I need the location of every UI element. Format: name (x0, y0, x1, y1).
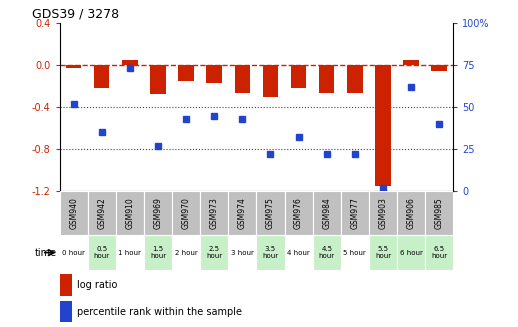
Text: GSM976: GSM976 (294, 198, 303, 229)
Bar (347, 65, 363, 94)
Bar (397, 191, 425, 235)
Bar (60, 301, 72, 322)
Bar (256, 191, 284, 235)
Bar (235, 65, 250, 94)
Bar (144, 235, 172, 270)
Bar (375, 65, 391, 186)
Bar (284, 191, 313, 235)
Bar (88, 191, 116, 235)
Bar (369, 191, 397, 235)
Text: GSM942: GSM942 (97, 198, 106, 229)
Text: 0.5
hour: 0.5 hour (94, 246, 110, 259)
Text: percentile rank within the sample: percentile rank within the sample (77, 306, 242, 317)
Text: 0 hour: 0 hour (62, 250, 85, 256)
Text: 2.5
hour: 2.5 hour (206, 246, 222, 259)
Bar (369, 235, 397, 270)
Text: 6 hour: 6 hour (399, 250, 423, 256)
Bar (425, 191, 453, 235)
Text: time: time (35, 248, 57, 258)
Bar (116, 235, 144, 270)
Text: GSM903: GSM903 (379, 198, 387, 229)
Bar (291, 65, 306, 88)
Text: GSM940: GSM940 (69, 198, 78, 229)
Text: GSM984: GSM984 (322, 198, 331, 229)
Text: log ratio: log ratio (77, 280, 118, 290)
Text: GSM985: GSM985 (435, 198, 444, 229)
Text: 3 hour: 3 hour (231, 250, 254, 256)
Bar (341, 235, 369, 270)
Bar (313, 235, 341, 270)
Bar (207, 65, 222, 83)
Bar (431, 65, 447, 71)
Text: 2 hour: 2 hour (175, 250, 197, 256)
Text: 3.5
hour: 3.5 hour (263, 246, 279, 259)
Text: GSM977: GSM977 (350, 198, 359, 229)
Bar (397, 235, 425, 270)
Bar (256, 235, 284, 270)
Text: 5 hour: 5 hour (343, 250, 366, 256)
Bar (284, 235, 313, 270)
Bar (313, 191, 341, 235)
Bar (228, 191, 256, 235)
Bar (150, 65, 166, 95)
Text: GSM973: GSM973 (210, 198, 219, 229)
Bar (228, 235, 256, 270)
Text: GSM975: GSM975 (266, 198, 275, 229)
Bar (122, 60, 138, 65)
Text: GSM910: GSM910 (125, 198, 134, 229)
Bar (200, 191, 228, 235)
Text: 6.5
hour: 6.5 hour (431, 246, 447, 259)
Bar (88, 235, 116, 270)
Bar (404, 60, 419, 65)
Text: GSM906: GSM906 (407, 198, 415, 229)
Bar (94, 65, 109, 88)
Bar (60, 235, 88, 270)
Text: GSM974: GSM974 (238, 198, 247, 229)
Bar (144, 191, 172, 235)
Bar (66, 65, 81, 68)
Bar (425, 235, 453, 270)
Bar (172, 235, 200, 270)
Text: 4.5
hour: 4.5 hour (319, 246, 335, 259)
Text: 1 hour: 1 hour (119, 250, 141, 256)
Text: 1.5
hour: 1.5 hour (150, 246, 166, 259)
Bar (116, 191, 144, 235)
Text: 4 hour: 4 hour (287, 250, 310, 256)
Text: GDS39 / 3278: GDS39 / 3278 (32, 7, 119, 20)
Bar (319, 65, 335, 94)
Text: GSM970: GSM970 (182, 198, 191, 229)
Bar (172, 191, 200, 235)
Bar (263, 65, 278, 96)
Bar (200, 235, 228, 270)
Bar (60, 274, 72, 296)
Bar (341, 191, 369, 235)
Bar (178, 65, 194, 81)
Text: GSM969: GSM969 (153, 198, 163, 229)
Text: 5.5
hour: 5.5 hour (375, 246, 391, 259)
Bar (60, 191, 88, 235)
